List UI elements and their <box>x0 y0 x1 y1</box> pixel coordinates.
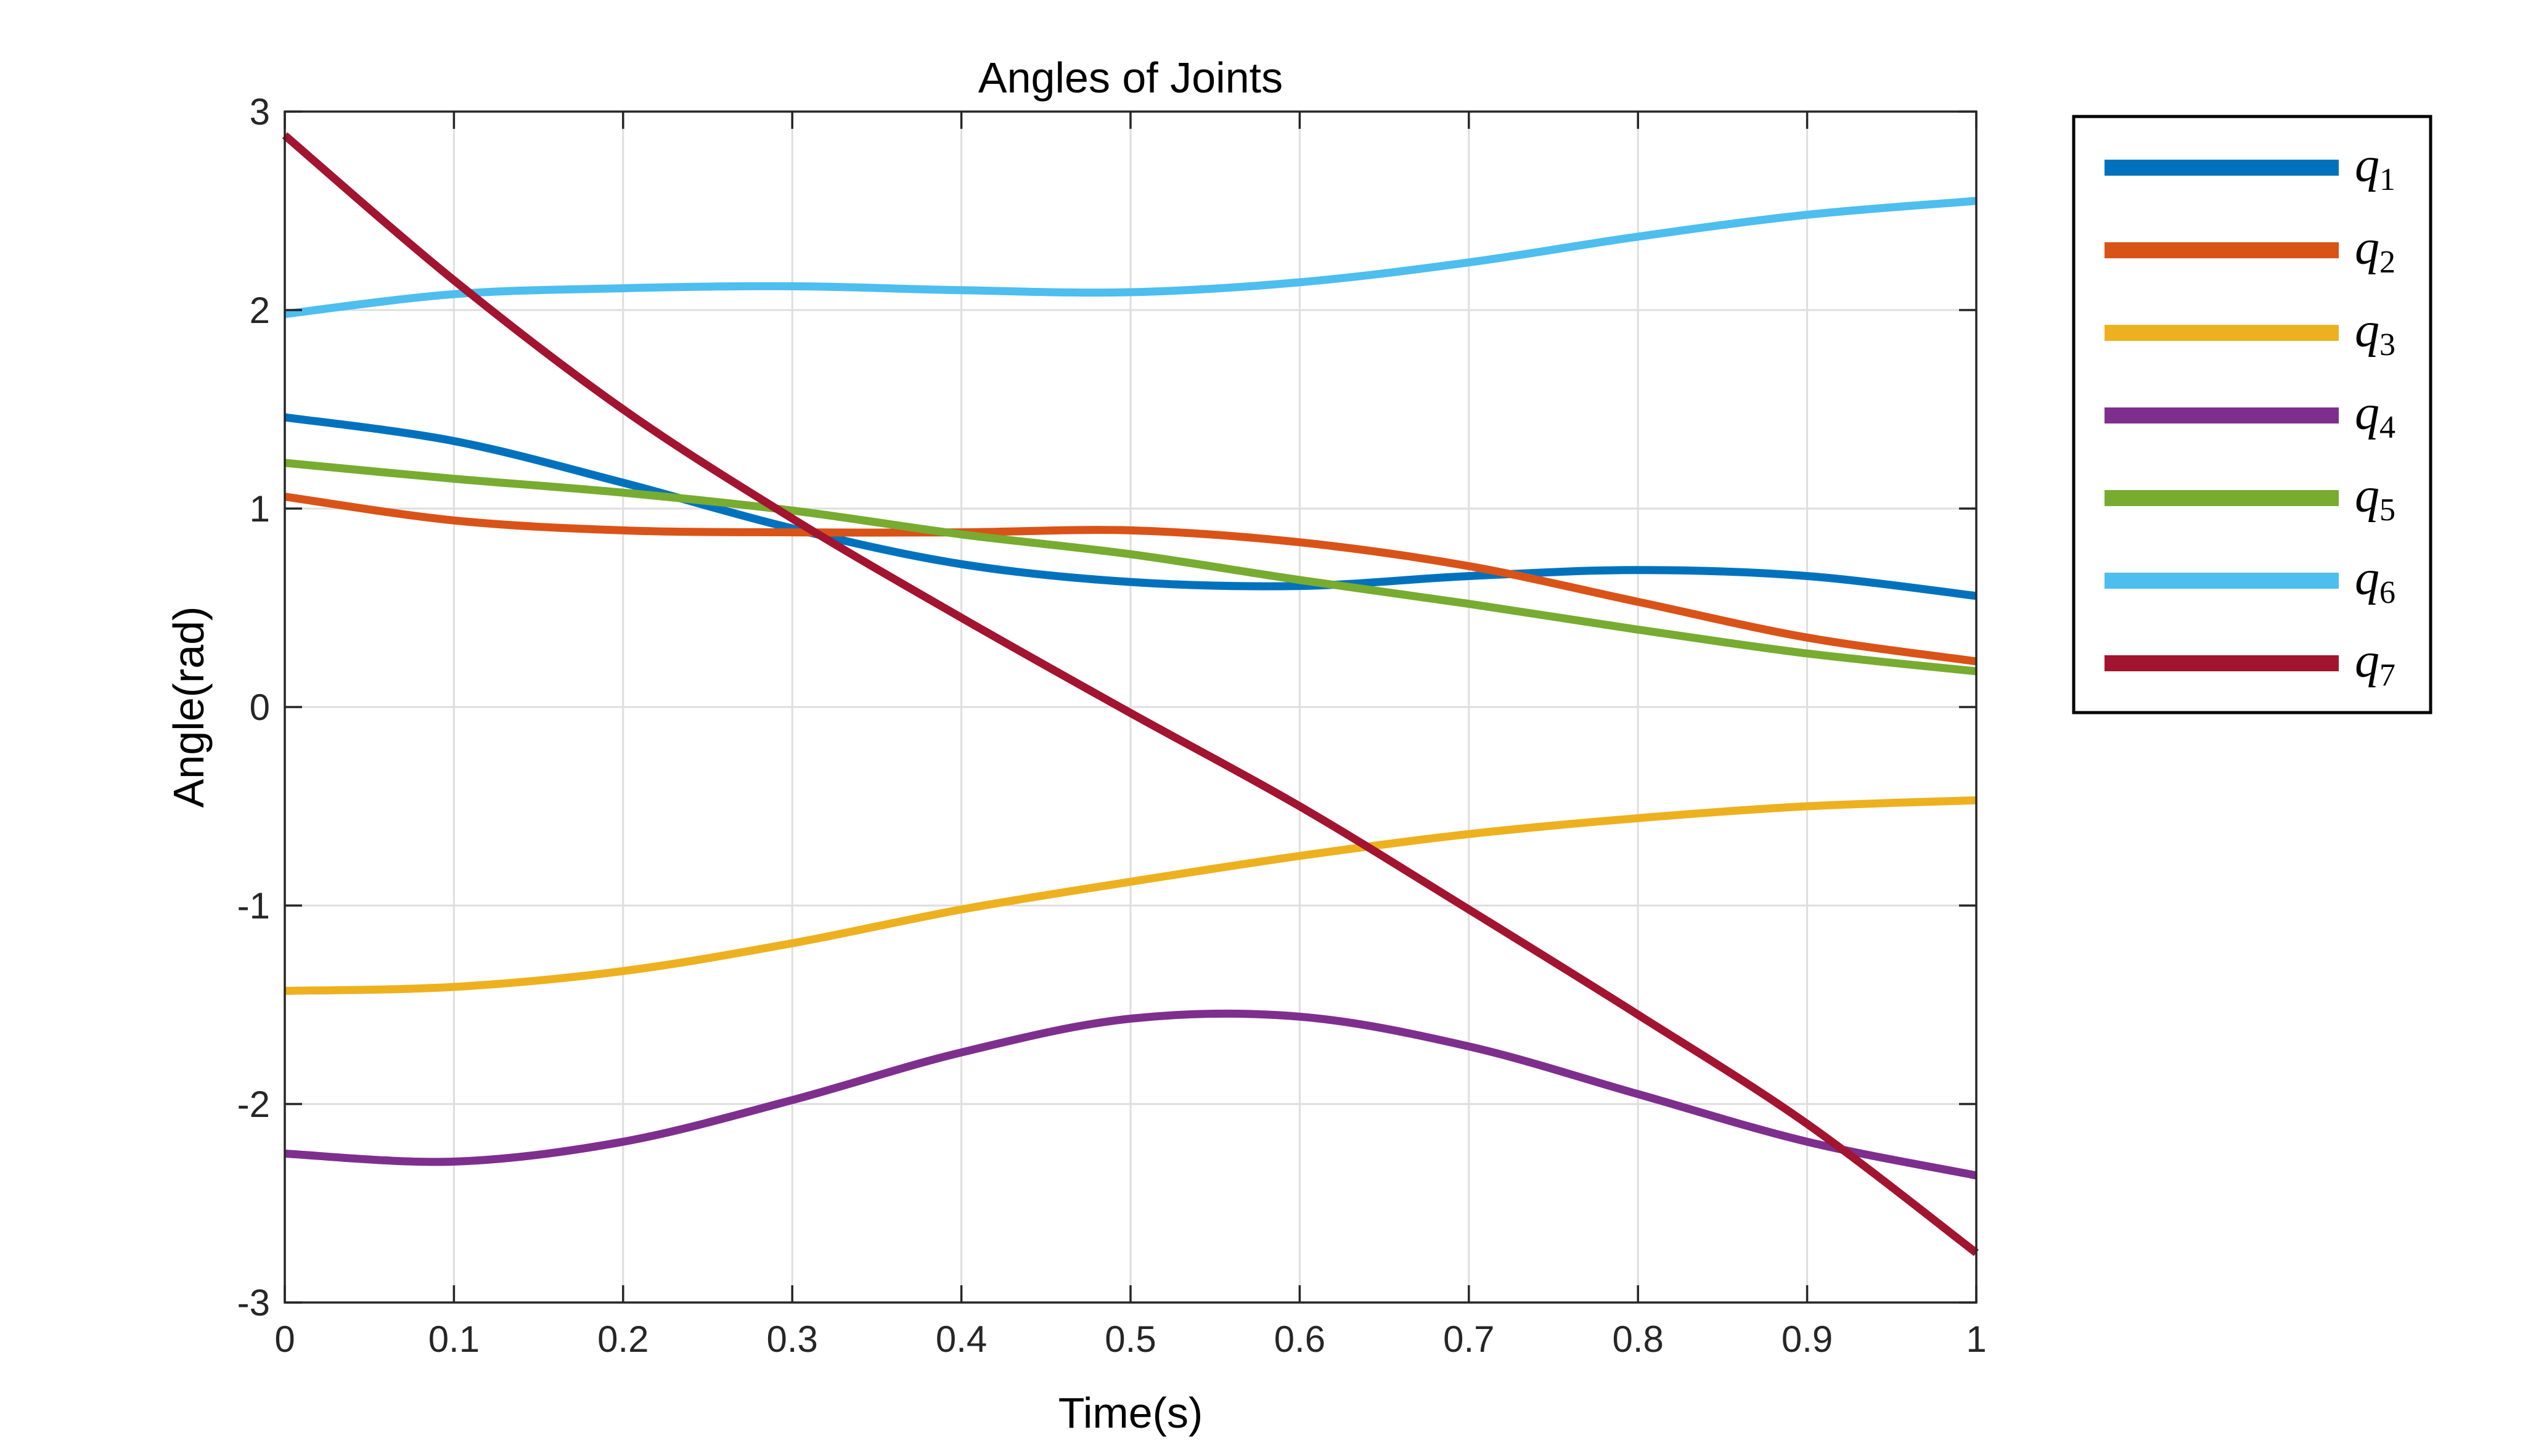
x-tick-label: 0.8 <box>1612 1319 1663 1360</box>
x-axis-title: Time(s) <box>1058 1389 1203 1437</box>
chart-title: Angles of Joints <box>978 54 1283 102</box>
y-tick-label: 2 <box>250 290 270 331</box>
legend-label-q7: q7 <box>2355 634 2395 693</box>
series-line-q3 <box>284 796 1977 995</box>
x-tick-label: 0.7 <box>1443 1319 1494 1360</box>
x-tick-label: 0.3 <box>766 1319 817 1360</box>
x-tick-label: 0.9 <box>1781 1319 1833 1360</box>
x-tick-label: 0.5 <box>1105 1319 1156 1360</box>
x-tick-labels: 0 0.1 0.2 0.3 0.4 0.5 0.6 0.7 0.8 0.9 1 <box>274 1319 1986 1360</box>
y-axis-title: Angle(rad) <box>165 607 213 808</box>
y-tick-label: -3 <box>237 1282 270 1323</box>
legend: q1 q2 q3 q4 q5 q6 q7 <box>2072 115 2432 714</box>
grid <box>285 112 1976 1303</box>
legend-label-q6: q6 <box>2355 551 2395 610</box>
legend-label-q1: q1 <box>2355 138 2395 197</box>
x-tick-label: 1 <box>1966 1319 1986 1360</box>
y-tick-label: 0 <box>250 687 270 728</box>
legend-label-q2: q2 <box>2355 221 2395 280</box>
legend-label-q5: q5 <box>2355 468 2395 528</box>
series-line-q2 <box>284 493 1977 666</box>
x-tick-label: 0.2 <box>597 1319 648 1360</box>
y-tick-label: 3 <box>250 91 270 133</box>
series-line-q6 <box>284 197 1977 318</box>
ticks <box>284 110 1978 1304</box>
series-line-q1 <box>284 413 1977 600</box>
series-line-q4 <box>284 1009 1978 1180</box>
x-tick-label: 0.6 <box>1274 1319 1325 1360</box>
y-tick-label: -2 <box>237 1084 270 1125</box>
legend-label-q3: q3 <box>2355 303 2395 362</box>
x-tick-label: 0.1 <box>428 1319 480 1360</box>
x-tick-label: 0 <box>274 1319 295 1360</box>
y-tick-label: 1 <box>250 488 270 530</box>
series-lines <box>282 132 1979 1256</box>
series-line-q5 <box>284 459 1977 676</box>
legend-label-q4: q4 <box>2355 386 2395 445</box>
x-tick-label: 0.4 <box>936 1319 987 1360</box>
y-tick-label: -1 <box>237 885 270 926</box>
y-tick-labels: -3 -2 -1 0 1 2 3 <box>237 91 270 1323</box>
series-line-q7 <box>282 132 1979 1256</box>
